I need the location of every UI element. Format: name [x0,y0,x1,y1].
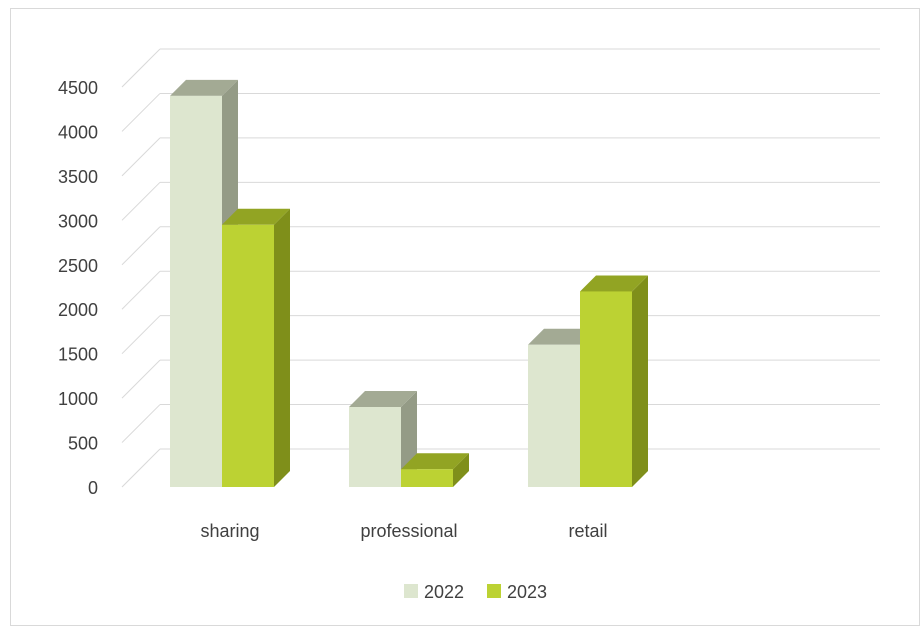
bar [401,469,453,487]
category-label: sharing [200,521,259,541]
legend-label: 2022 [424,582,464,602]
side-wall-gridline [121,181,161,221]
bar-top-face [222,208,290,225]
bar-side-face [632,275,648,487]
bar [528,344,580,487]
side-wall-gridline [121,226,161,266]
y-tick-label: 1500 [58,345,98,365]
side-wall-gridline [121,270,161,310]
y-tick-label: 3000 [58,211,98,231]
y-tick-label: 1000 [58,389,98,409]
chart-frame [10,8,920,626]
category-label: retail [568,521,607,541]
bar-side-face [274,208,290,487]
side-wall-gridline [121,448,161,488]
side-wall-gridline [121,137,161,177]
side-wall-gridline [121,48,161,88]
bar-top-face [170,79,238,96]
y-tick-label: 2500 [58,256,98,276]
side-wall-gridline [121,359,161,399]
bar-top-face [580,275,648,292]
side-wall-gridline [121,315,161,355]
legend-swatch [404,584,418,598]
y-tick-label: 3500 [58,167,98,187]
legend-swatch [487,584,501,598]
bar-top-face [349,391,417,407]
legend-label: 2023 [507,582,547,602]
bar-top-face [528,328,596,345]
y-tick-label: 4000 [58,122,98,142]
side-wall-gridline [121,93,161,132]
category-label: professional [360,521,457,541]
bar-top-face [401,453,469,470]
y-tick-label: 500 [68,434,98,454]
bar [222,224,274,487]
y-tick-label: 2000 [58,300,98,320]
bar [580,291,632,487]
side-wall-gridline [121,404,161,443]
y-tick-label: 4500 [58,78,98,98]
bar [349,407,401,487]
bar-side-face [453,453,469,487]
bar [170,95,222,487]
y-tick-label: 0 [88,478,98,498]
